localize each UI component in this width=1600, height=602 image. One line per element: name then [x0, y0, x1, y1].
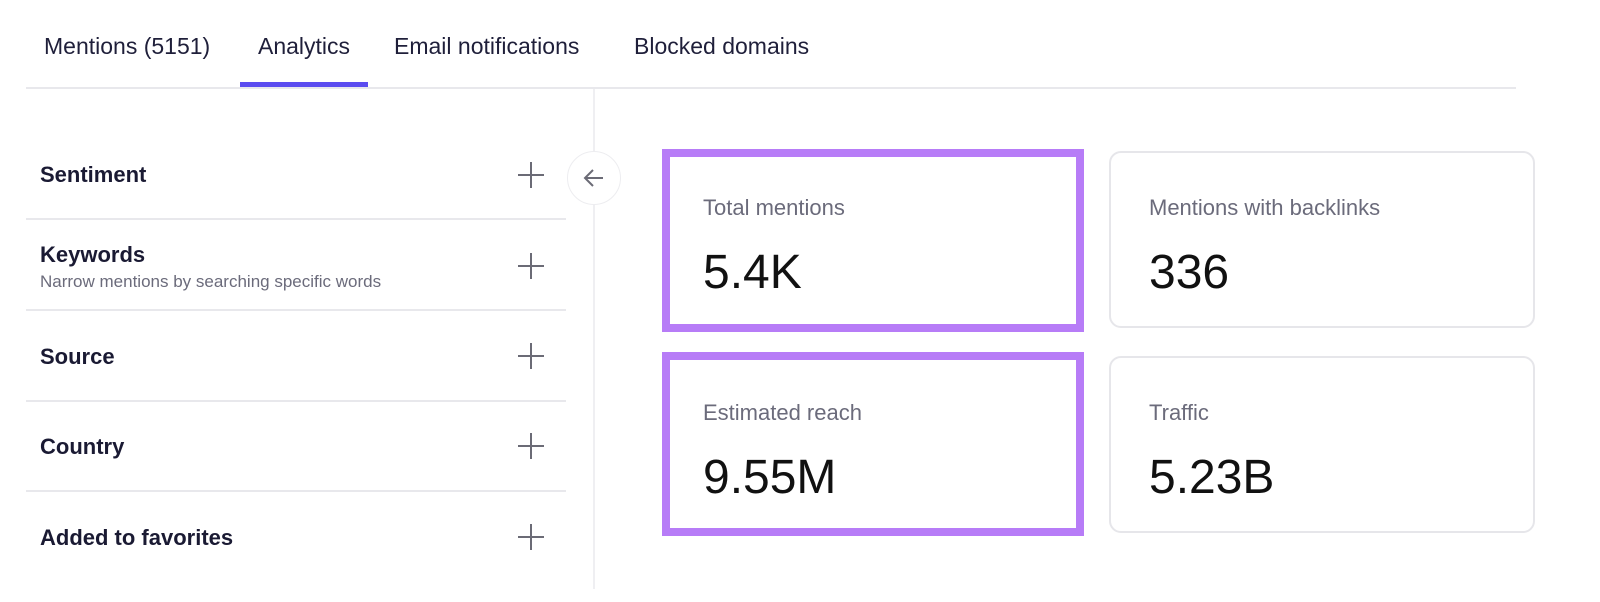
- metric-label: Total mentions: [703, 195, 845, 220]
- metric-value: 9.55M: [703, 451, 837, 504]
- metric-card-estimated-reach: Estimated reach 9.55M: [662, 352, 1084, 536]
- filter-sentiment[interactable]: Sentiment: [26, 130, 566, 220]
- metric-card-total-mentions: Total mentions 5.4K: [662, 149, 1084, 332]
- metric-label: Mentions with backlinks: [1149, 195, 1381, 220]
- plus-icon[interactable]: [518, 343, 544, 369]
- filter-source[interactable]: Source: [26, 311, 566, 402]
- tab-analytics[interactable]: Analytics: [239, 33, 369, 87]
- metric-value: 5.23B: [1149, 451, 1275, 504]
- arrow-left-icon: [583, 169, 603, 187]
- metric-value: 336: [1149, 246, 1230, 299]
- tab-bar: Mentions (5151) Analytics Email notifica…: [26, 0, 1516, 89]
- panel-divider: [593, 89, 595, 589]
- filter-title: Country: [40, 434, 125, 459]
- filter-title: Added to favorites: [40, 525, 234, 550]
- filter-subtitle: Narrow mentions by searching specific wo…: [40, 272, 382, 291]
- plus-icon[interactable]: [518, 524, 544, 550]
- plus-icon[interactable]: [518, 253, 544, 279]
- filter-title: Keywords: [40, 242, 146, 267]
- metric-card-backlinks: Mentions with backlinks 336: [1109, 151, 1535, 328]
- filter-title: Sentiment: [40, 162, 147, 187]
- tab-mentions[interactable]: Mentions (5151): [44, 33, 211, 59]
- plus-icon[interactable]: [518, 162, 544, 188]
- metric-value: 5.4K: [703, 246, 802, 299]
- plus-icon[interactable]: [518, 433, 544, 459]
- filter-keywords[interactable]: Keywords Narrow mentions by searching sp…: [26, 220, 566, 311]
- metric-label: Traffic: [1149, 400, 1209, 425]
- tab-blocked-domains[interactable]: Blocked domains: [634, 33, 810, 59]
- collapse-panel-button[interactable]: [567, 151, 621, 205]
- filter-title: Source: [40, 344, 115, 369]
- filter-added-to-favorites[interactable]: Added to favorites: [26, 492, 566, 602]
- metric-label: Estimated reach: [703, 400, 862, 425]
- metric-card-traffic: Traffic 5.23B: [1109, 356, 1535, 533]
- tab-email-notifications[interactable]: Email notifications: [394, 33, 580, 59]
- filter-country[interactable]: Country: [26, 402, 566, 492]
